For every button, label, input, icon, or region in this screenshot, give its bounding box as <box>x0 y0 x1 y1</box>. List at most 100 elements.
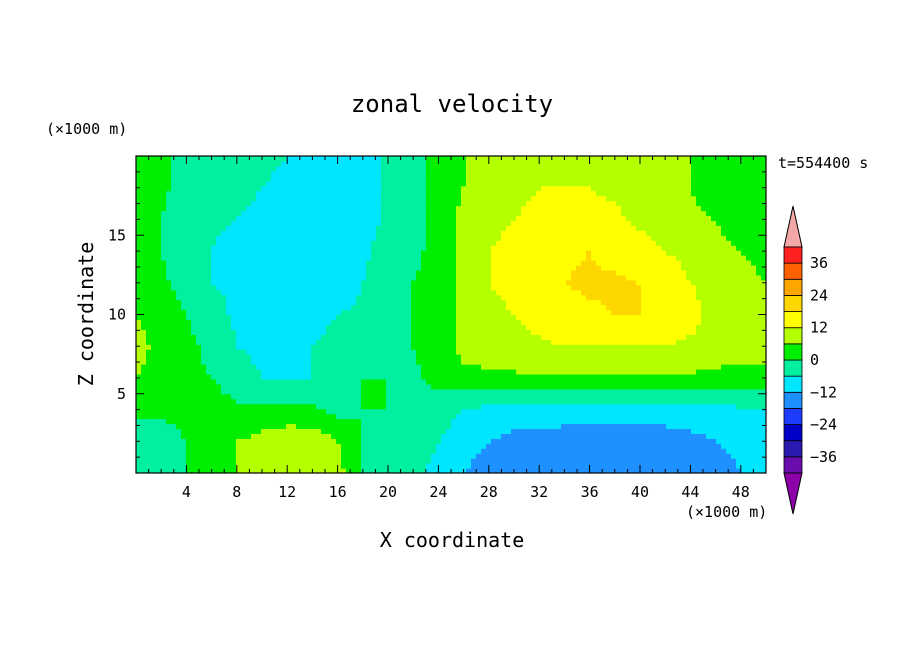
x-tick-label: 8 <box>232 483 241 501</box>
contour-cell <box>171 165 277 172</box>
contour-cell <box>731 453 766 459</box>
contour-cell <box>136 170 172 177</box>
contour-cell <box>511 428 692 434</box>
contour-cell <box>166 264 212 271</box>
x-tick-label: 12 <box>278 483 296 501</box>
contour-cell <box>376 225 427 231</box>
contour-cell <box>186 458 237 464</box>
contour-cell <box>411 319 457 325</box>
contour-cell <box>411 324 457 330</box>
contour-cell <box>161 240 217 246</box>
contour-cell <box>136 269 167 276</box>
contour-cell <box>426 225 457 231</box>
contour-cell <box>201 349 247 355</box>
colorbar-level <box>783 359 803 377</box>
contour-cell <box>701 299 766 306</box>
contour-cell <box>681 260 752 266</box>
contour-cell <box>456 255 492 261</box>
contour-cell <box>516 368 697 375</box>
y-axis-title: Z coordinate <box>74 242 98 387</box>
contour-cell <box>171 170 272 177</box>
contour-cell <box>196 334 237 340</box>
contour-cell <box>201 344 237 350</box>
contour-cell <box>456 329 532 335</box>
contour-cell <box>381 180 427 187</box>
contour-cell <box>236 339 317 345</box>
contour-cell <box>666 423 766 430</box>
contour-cell <box>191 324 232 330</box>
contour-cell <box>136 373 212 380</box>
contour-cell <box>261 185 382 192</box>
contour-cell <box>331 319 412 325</box>
contour-cell <box>246 205 382 212</box>
contour-cell <box>136 250 162 256</box>
contour-cell <box>366 260 422 266</box>
contour-cell <box>456 304 507 311</box>
contour-cell <box>151 344 202 350</box>
contour-cell <box>696 329 766 335</box>
contour-cell <box>271 175 382 182</box>
contour-cell <box>366 269 417 276</box>
colorbar-level <box>783 295 803 312</box>
contour-cell <box>456 230 502 236</box>
x-tick-label: 36 <box>581 483 599 501</box>
contour-cell <box>456 339 552 345</box>
contour-cell <box>136 364 142 370</box>
contour-cell <box>311 359 417 365</box>
contour-cell <box>571 284 642 291</box>
contour-cell <box>531 195 607 202</box>
contour-cell <box>571 274 627 281</box>
contour-cell <box>411 339 457 345</box>
contour-cell <box>136 175 172 182</box>
contour-cell <box>471 458 737 464</box>
contour-cell <box>336 438 362 444</box>
contour-cell <box>691 190 766 197</box>
contour-cell <box>326 408 462 415</box>
contour-cell <box>431 453 477 459</box>
contour-cell <box>201 354 252 360</box>
contour-cell <box>456 260 492 266</box>
contour-cell <box>196 339 237 345</box>
contour-cell <box>186 448 237 454</box>
contour-cell <box>651 235 727 241</box>
colorbar-level <box>783 440 803 458</box>
contour-cell <box>426 210 457 217</box>
contour-cell <box>526 324 697 330</box>
contour-cell <box>491 269 572 276</box>
contour-cell <box>476 453 732 459</box>
contour-cell <box>161 230 222 236</box>
contour-cell <box>641 299 702 306</box>
contour-cell <box>531 329 697 335</box>
contour-cell <box>136 264 167 271</box>
contour-cell <box>181 304 227 311</box>
contour-cell <box>176 423 287 430</box>
contour-cell <box>421 260 457 266</box>
contour-cell <box>246 349 312 355</box>
contour-cell <box>426 205 457 212</box>
contour-cell <box>696 324 766 330</box>
contour-cell <box>456 309 512 316</box>
contour-cell <box>166 269 212 276</box>
contour-cell <box>136 354 147 360</box>
contour-cell <box>416 274 457 281</box>
contour-cell <box>361 433 442 439</box>
x-tick-label: 16 <box>329 483 347 501</box>
contour-cell <box>161 220 232 226</box>
contour-cell <box>211 245 372 251</box>
contour-cell <box>256 195 382 202</box>
contour-cell <box>251 200 382 207</box>
contour-cell <box>336 413 457 420</box>
contour-cell <box>716 220 766 226</box>
contour-cell <box>206 368 262 375</box>
contour-cell <box>386 383 432 390</box>
contour-cell <box>616 200 697 207</box>
contour-cell <box>521 319 702 325</box>
colorbar: 36 24 12 0 −12 −24 −36 <box>783 205 837 515</box>
contour-cell <box>456 274 492 281</box>
contour-cell <box>191 329 237 335</box>
contour-cell <box>456 314 517 321</box>
contour-cell <box>161 235 217 241</box>
contour-cell <box>591 255 677 261</box>
contour-cell <box>371 240 427 246</box>
contour-cell <box>626 274 687 281</box>
